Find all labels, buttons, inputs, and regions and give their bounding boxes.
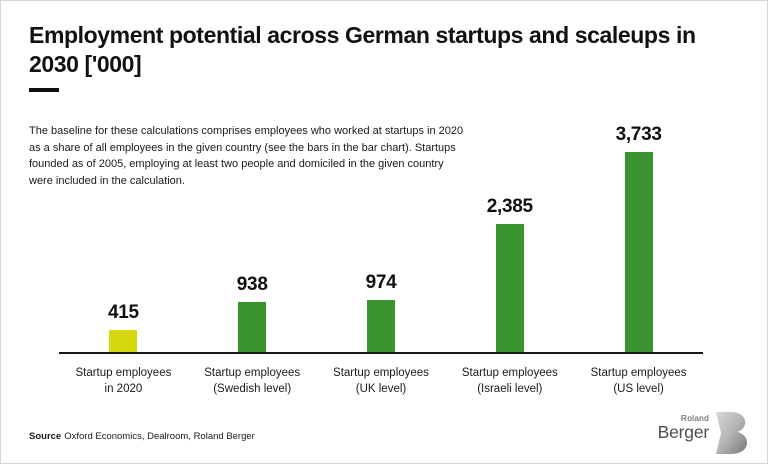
bar — [624, 152, 653, 352]
bar-value-label: 938 — [236, 274, 268, 295]
bar-value-label: 974 — [365, 272, 397, 293]
category-label: Startup employees in 2020 — [75, 367, 172, 395]
source-line: Source Oxford Economics, Dealroom, Roland… — [29, 431, 255, 442]
bar-column: 3,733 — [574, 112, 703, 352]
bar — [109, 330, 138, 352]
bar-value-label: 2,385 — [486, 196, 533, 217]
source-label: Source — [29, 431, 62, 442]
x-axis-line — [59, 352, 703, 354]
bar-column: 938 — [188, 112, 317, 352]
x-axis-labels: Startup employees in 2020 Startup employee… — [59, 366, 703, 397]
bar — [495, 224, 524, 352]
page-title: Employment potential across German start… — [29, 22, 696, 77]
title-dash — [29, 88, 59, 92]
bar-column: 974 — [317, 112, 446, 352]
logo-roland-text: Roland — [680, 413, 709, 423]
roland-berger-logo: Roland Berger — [658, 411, 747, 455]
bar-value-label: 415 — [107, 302, 139, 323]
plot-area: 415 938 974 2,385 3,733 — [59, 112, 703, 352]
roland-berger-wordmark: Roland Berger — [657, 413, 710, 443]
roland-berger-b-icon — [716, 411, 747, 455]
category-label: Startup employees (Swedish level) — [204, 367, 301, 395]
logo-berger-text: Berger — [657, 422, 710, 443]
source-text: Oxford Economics, Dealroom, Roland Berge… — [64, 431, 255, 442]
bar — [366, 300, 395, 352]
bar-value-label: 3,733 — [615, 124, 662, 145]
bar-column: 415 — [59, 112, 188, 352]
category-label: Startup employees (UK level) — [333, 367, 429, 395]
category-label: Startup employees (US level) — [590, 367, 687, 395]
category-label: Startup employees (Israeli level) — [461, 367, 558, 395]
bar-chart: 415 938 974 2,385 3,733 Startup employees in … — [59, 112, 703, 412]
bar — [238, 302, 267, 352]
chart-description: The baseline for these calculations comp… — [29, 125, 464, 187]
bar-column: 2,385 — [445, 112, 574, 352]
